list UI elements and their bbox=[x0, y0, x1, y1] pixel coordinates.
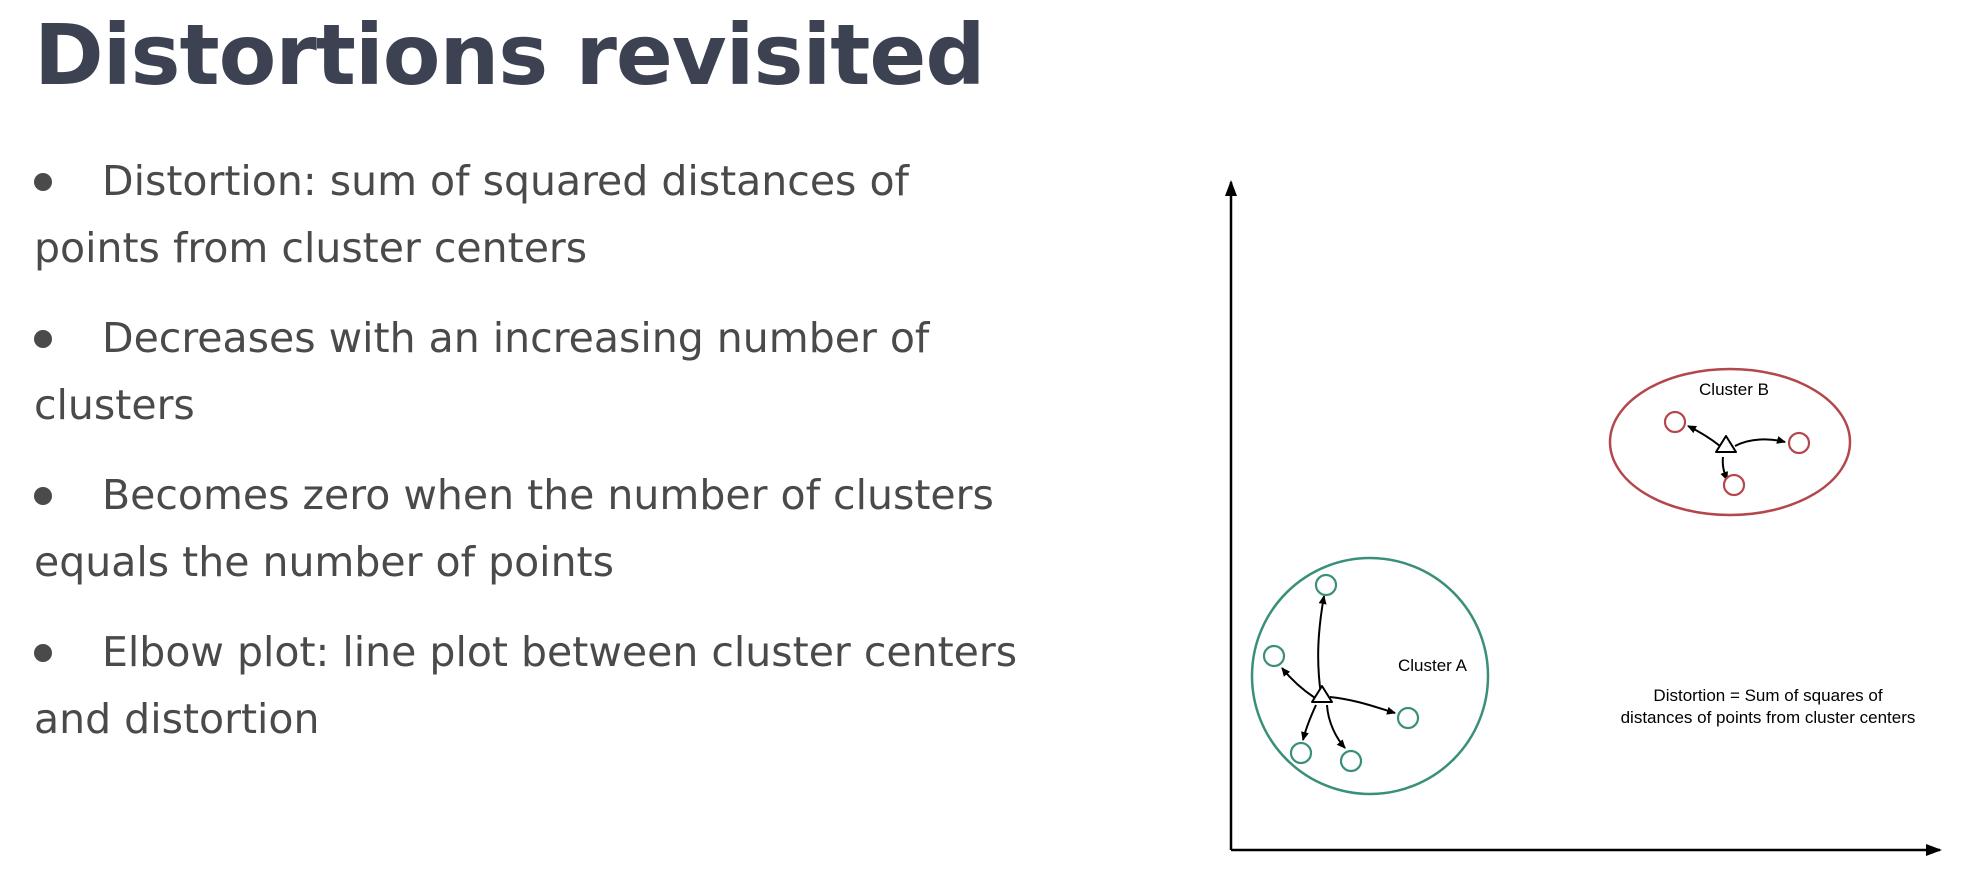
distance-arrow bbox=[1687, 425, 1721, 447]
bullet-text: Elbow plot: line plot between cluster ce… bbox=[34, 628, 1018, 743]
circle-icon bbox=[1289, 741, 1313, 765]
distance-arrow bbox=[1326, 704, 1346, 749]
cluster-b: Cluster B bbox=[1608, 367, 1852, 517]
bullet-item-elbow: Elbow plot: line plot between cluster ce… bbox=[34, 619, 1034, 753]
bullet-item-zero: Becomes zero when the number of clusters… bbox=[34, 462, 1034, 596]
slide-title: Distortions revisited bbox=[34, 6, 985, 104]
distance-arrow bbox=[1329, 696, 1396, 715]
bullet-dot-icon bbox=[34, 487, 52, 505]
circle-icon bbox=[1339, 749, 1363, 773]
distortion-diagram: Cluster A Cluster B Distortion = Sum of … bbox=[1225, 180, 1942, 856]
circle-icon bbox=[1314, 573, 1338, 597]
circle-icon bbox=[1396, 706, 1420, 730]
cluster-b-boundary bbox=[1608, 367, 1852, 517]
cluster-b-label: Cluster B bbox=[1699, 380, 1769, 399]
bullet-item-decreases: Decreases with an increasing number of c… bbox=[34, 305, 1034, 439]
circle-icon bbox=[1262, 644, 1286, 668]
triangle-icon bbox=[1311, 685, 1333, 703]
distance-arrow bbox=[1301, 704, 1317, 741]
triangle-icon bbox=[1715, 435, 1737, 453]
circle-icon bbox=[1663, 410, 1687, 434]
bullet-text: Distortion: sum of squared distances of … bbox=[34, 157, 909, 272]
circle-icon bbox=[1722, 473, 1746, 497]
bullet-text: Decreases with an increasing number of c… bbox=[34, 314, 930, 429]
caption-line-1: Distortion = Sum of squares of bbox=[1653, 686, 1882, 705]
caption-line-2: distances of points from cluster centers bbox=[1621, 708, 1916, 727]
bullet-dot-icon bbox=[34, 644, 52, 662]
bullet-dot-icon bbox=[34, 330, 52, 348]
bullet-dot-icon bbox=[34, 173, 52, 191]
cluster-a: Cluster A bbox=[1250, 556, 1490, 796]
distance-arrow bbox=[1281, 667, 1316, 699]
distance-arrow bbox=[1720, 456, 1728, 481]
bullet-item-distortion: Distortion: sum of squared distances of … bbox=[34, 148, 1034, 282]
cluster-a-boundary bbox=[1250, 556, 1490, 796]
bullet-list: Distortion: sum of squared distances of … bbox=[34, 148, 1034, 776]
distance-arrow bbox=[1734, 436, 1786, 447]
distance-arrow bbox=[1317, 595, 1327, 696]
bullet-text: Becomes zero when the number of clusters… bbox=[34, 471, 994, 586]
cluster-a-label: Cluster A bbox=[1398, 656, 1468, 675]
circle-icon bbox=[1787, 431, 1811, 455]
